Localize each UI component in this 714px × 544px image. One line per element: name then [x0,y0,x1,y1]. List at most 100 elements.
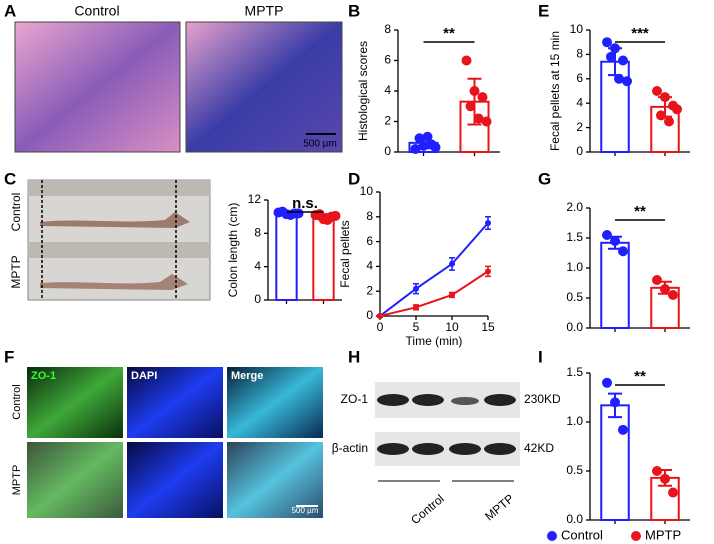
data-point [322,215,333,225]
channel-label: DAPI [131,370,157,382]
y-tick-label: 0.0 [566,320,583,334]
y-tick-label: 12 [248,192,262,206]
fluor-image [227,367,323,438]
x-tick-label: 10 [445,320,459,334]
y-axis-label: Histological scores [356,41,370,141]
y-tick-label: 1.5 [566,230,583,244]
scale-label: 500 µm [292,506,319,515]
band-size: 230KD [524,392,561,406]
bar [600,404,630,521]
data-point [410,143,421,154]
row-label: Control [9,193,23,232]
data-point [430,142,441,153]
bands [377,394,516,455]
data-point [618,424,628,435]
significance-label: n.s. [292,195,318,212]
data-point [622,76,632,87]
x-tick-label: 0 [377,320,384,334]
channel-label: ZO-1 [31,370,56,382]
y-tick-label: 2.0 [566,200,583,214]
bar [600,241,630,329]
histology-image [185,21,343,153]
marker [485,220,491,226]
panel-letter: A [4,1,16,20]
band-label: β-actin [332,441,368,455]
data-point [660,284,670,294]
y-tick-label: 2 [366,283,373,297]
y-tick-label: 8 [384,22,391,36]
data-point [652,466,662,476]
data-point [602,37,612,48]
y-tick-label: 6 [576,71,583,85]
data-point [672,104,682,115]
data-point [602,230,612,240]
panel-letter: I [538,347,543,366]
bar [312,215,335,302]
data-point [618,246,628,257]
significance-label: ** [443,25,455,42]
marker [377,313,383,319]
line [379,222,489,317]
row-label: MPTP [9,255,23,288]
data-point [469,86,480,96]
data-point [473,113,484,124]
row-label: MPTP [11,465,23,496]
y-tick-label: 8 [576,47,583,61]
channel-label: Merge [231,370,263,382]
y-tick-label: 0.5 [566,463,583,477]
y-tick-label: 0 [254,292,261,306]
row-label: Control [11,384,23,419]
marker [449,291,455,298]
panel-letter: C [4,169,16,188]
y-tick-label: 1.5 [566,365,583,379]
y-tick-label: 0.0 [566,512,583,526]
panel-letter: E [538,1,549,20]
marker [449,260,455,267]
y-axis-label: Fecal pellets [338,220,352,287]
data-point [461,55,472,66]
marker [485,268,491,275]
data-point [668,290,678,300]
data-point [660,92,670,103]
y-tick-label: 0 [366,308,373,322]
y-tick-label: 8 [366,209,373,223]
data-point [293,208,304,219]
y-tick-label: 10 [570,22,584,36]
data-point [277,206,288,217]
x-tick-label: 15 [481,320,495,334]
data-point [610,43,620,54]
data-point [481,116,492,127]
data-point [610,236,620,246]
data-point [668,487,678,498]
y-tick-label: 6 [384,53,391,67]
band-label: ZO-1 [341,392,369,406]
data-point [614,73,624,84]
scale-label: 500 µm [303,139,337,150]
data-point [618,55,628,66]
band-size: 42KD [524,441,554,455]
x-tick-label: 5 [413,320,420,334]
fluor-image [127,442,223,518]
colon [40,212,190,228]
data-point [660,473,670,484]
legend-swatch [547,531,557,541]
x-axis-label: Time (min) [406,334,463,348]
data-point [414,133,425,144]
significance-label: ** [634,203,646,220]
y-tick-label: 0.5 [566,290,583,304]
marker [413,304,419,311]
marker [413,285,419,292]
legend-swatch [631,531,641,541]
y-tick-label: 4 [384,83,391,97]
group-label: Control [408,492,447,528]
y-tick-label: 2 [384,114,391,128]
significance-label: ** [634,368,646,385]
y-tick-label: 8 [254,226,261,240]
y-tick-label: 10 [360,184,374,198]
data-point [465,101,476,112]
data-point [652,86,662,96]
legend: Control MPTP [547,527,681,542]
group-label: MPTP [482,491,517,523]
data-point [422,131,433,142]
